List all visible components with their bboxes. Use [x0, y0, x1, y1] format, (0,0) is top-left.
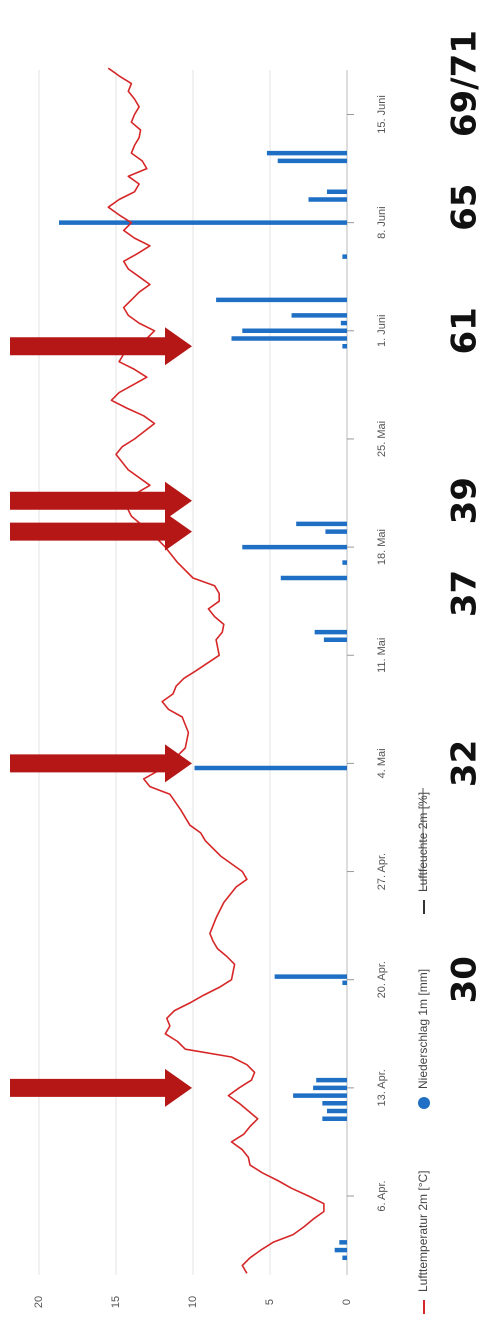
legend: Lufttemperatur 2m [°C] Niederschlag 1m [m… [416, 788, 430, 1314]
x-tick-label: 8. Juni [376, 206, 388, 238]
leaf-count-label: 69/71 [445, 30, 482, 137]
x-tick-label: 20. Apr. [376, 961, 388, 998]
y-tick-label: 5 [264, 1299, 276, 1305]
annotation-arrows [10, 327, 192, 1107]
x-tick-label: 1. Juni [376, 315, 388, 347]
y-tick-label: 15 [110, 1296, 122, 1308]
temperature-line [107, 67, 325, 1274]
x-tick-label: 18. Mai [376, 529, 388, 565]
leaf-count-label: 32 [445, 740, 482, 787]
x-tick-label: 27. Apr. [376, 853, 388, 890]
legend-label: Lufttemperatur 2m [°C] [416, 1170, 430, 1292]
temperature-series-line [107, 67, 325, 1274]
y-tick-label: 0 [341, 1299, 353, 1305]
annotation-arrow [10, 744, 192, 783]
leaf-count-label: 61 [445, 307, 482, 354]
leaf-count-label: 65 [445, 184, 482, 231]
x-axis: 6. Apr. 13. Apr. 20. Apr. 27. Apr. 4. Mai 11.… [347, 95, 388, 1212]
x-tick-label: 15. Juni [376, 95, 388, 134]
x-tick-label: 11. Mai [376, 638, 388, 673]
x-tick-label: 6. Apr. [376, 1180, 388, 1211]
legend-label: Niederschlag 1m [mm] [416, 969, 430, 1089]
precipitation-bars [59, 150, 347, 1261]
annotation-arrow [10, 512, 192, 551]
x-tick-label: 25. Mai [376, 421, 388, 457]
leaf-count-label: 37 [445, 570, 482, 617]
annotation-arrow [10, 481, 192, 520]
x-tick-label: 13. Apr. [376, 1069, 388, 1106]
leaf-count-label: 39 [445, 477, 482, 524]
legend-dot-swatch [418, 1097, 430, 1109]
annotation-arrow [10, 327, 192, 366]
y-tick-label: 10 [187, 1296, 199, 1308]
leaf-count-label: 30 [445, 956, 482, 1003]
x-tick-label: 4. Mai [376, 748, 388, 778]
leaf-count-labels: 30 32 37 39 61 65 69/71 [445, 30, 482, 1003]
y-axis: 0 5 10 15 20 [33, 1296, 353, 1308]
y-tick-label: 20 [33, 1296, 45, 1308]
annotation-arrow [10, 1068, 192, 1107]
